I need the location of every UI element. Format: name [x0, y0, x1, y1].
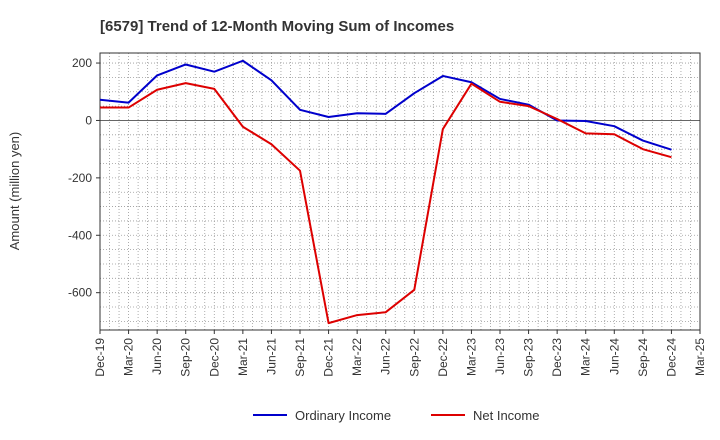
chart-title: [6579] Trend of 12-Month Moving Sum of I…	[100, 18, 454, 35]
x-tick-label: Sep-20	[179, 338, 193, 377]
x-tick-label: Sep-23	[522, 338, 536, 377]
series-line-net-income	[100, 82, 672, 325]
legend: Ordinary Income Net Income	[253, 408, 539, 423]
y-tick-label: -400	[68, 228, 92, 242]
x-tick-label: Mar-24	[579, 338, 593, 376]
x-tick-label: Dec-21	[322, 338, 336, 377]
x-tick-label: Mar-21	[236, 338, 250, 376]
plot-background	[100, 53, 700, 330]
x-tick-label: Mar-23	[464, 338, 478, 376]
x-tick-label: Sep-21	[293, 338, 307, 377]
y-tick-label: 200	[72, 56, 92, 70]
x-tick-label: Mar-25	[693, 338, 707, 376]
legend-label: Ordinary Income	[295, 408, 391, 423]
y-tick-label: -200	[68, 171, 92, 185]
x-tick-label: Jun-20	[150, 338, 164, 375]
x-tick-label: Mar-20	[122, 338, 136, 376]
x-tick-label: Dec-19	[93, 338, 107, 377]
plot-area: 200 0 -200 -400 -600 Dec-19 Mar-20 Jun-20 Sep-20…	[68, 52, 707, 377]
x-tick-label: Dec-22	[436, 338, 450, 377]
x-tick-label: Jun-21	[264, 338, 278, 375]
x-tick-label: Jun-23	[493, 338, 507, 375]
x-tick-label: Sep-24	[636, 338, 650, 377]
y-tick-label: 0	[85, 113, 92, 127]
x-tick-label: Mar-22	[350, 338, 364, 376]
x-tick-label: Jun-22	[379, 338, 393, 375]
x-tick-label: Dec-23	[550, 338, 564, 377]
legend-label: Net Income	[473, 408, 539, 423]
series-line-ordinary-income	[99, 59, 672, 151]
x-tick-label: Sep-22	[407, 338, 421, 377]
plot-frame	[99, 52, 701, 331]
x-tick-label: Dec-24	[664, 338, 678, 377]
y-tick-label: -600	[68, 286, 92, 300]
y-axis-label: Amount (million yen)	[7, 132, 22, 251]
x-tick-label: Jun-24	[607, 338, 621, 375]
x-tick-label: Dec-20	[207, 338, 221, 377]
